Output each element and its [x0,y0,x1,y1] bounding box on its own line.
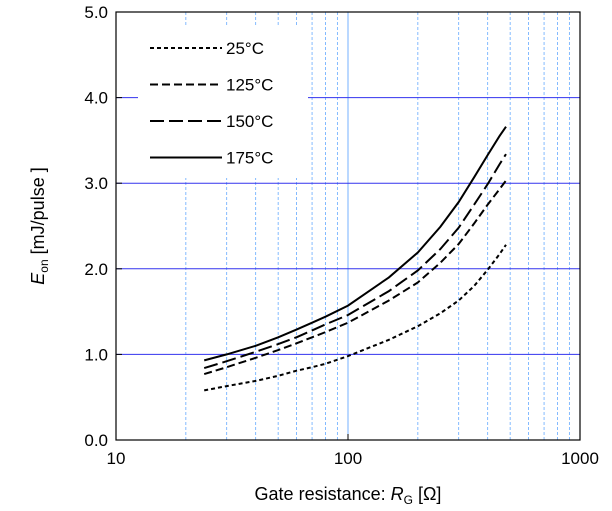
y-tick-label: 1.0 [84,345,108,364]
x-tick-label: 1000 [561,449,599,468]
series-lines [203,126,507,392]
series-line-2 [203,179,507,376]
x-tick-label: 10 [107,449,126,468]
legend-label-3: 150°C [226,112,273,131]
y-tick-label: 4.0 [84,89,108,108]
y-axis-ticks: 0.0 1.0 2.0 3.0 4.0 5.0 [84,3,122,450]
series-line-1 [204,244,507,392]
y-tick-label: 2.0 [84,260,108,279]
legend-label-4: 175°C [226,149,273,168]
x-tick-label: 100 [334,449,362,468]
y-tick-label: 3.0 [84,174,108,193]
y-tick-label: 5.0 [84,3,108,22]
legend-label-2: 125°C [226,76,273,95]
legend-background [138,26,308,178]
legend: 25°C 125°C 150°C 175°C [138,26,308,178]
legend-label-1: 25°C [226,39,264,58]
series-line-4 [203,126,507,362]
x-axis-title: Gate resistance: RG [Ω] [255,484,442,507]
x-axis-ticks: 10 100 1000 [107,434,599,468]
series-line-3 [203,153,507,370]
y-axis-title: Eon [mJ/pulse ] [28,167,51,284]
y-tick-label: 0.0 [84,431,108,450]
